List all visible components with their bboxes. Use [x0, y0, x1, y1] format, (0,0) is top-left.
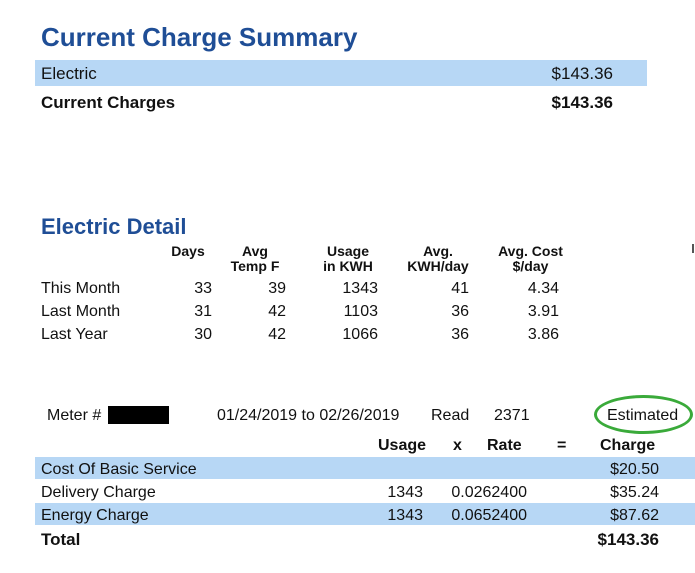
charge-row-rate: 0.0262400	[451, 484, 527, 501]
meter-label: Meter #	[47, 407, 102, 424]
detail-row-kwh-day: 41	[451, 280, 469, 297]
summary-current-charges-label: Current Charges	[41, 93, 176, 112]
meter-number-redaction	[108, 406, 169, 424]
summary-title: Current Charge Summary	[41, 22, 358, 52]
detail-row-temp: 42	[268, 326, 286, 343]
detail-header-temp: Avg Temp F	[230, 243, 280, 274]
estimated-highlight-oval	[594, 395, 693, 434]
detail-row-cost-day: 3.86	[527, 326, 559, 343]
charge-row-usage: 1343	[387, 507, 423, 524]
charge-row-usage: 1343	[387, 484, 423, 501]
charge-row-band	[35, 503, 695, 525]
cropped-column-edge	[692, 244, 694, 253]
charge-row-amount: $35.24	[610, 484, 659, 501]
detail-row-temp: 39	[268, 280, 286, 297]
detail-title: Electric Detail	[41, 214, 187, 239]
charge-row-band	[35, 457, 695, 479]
meter-read-label: Read	[431, 407, 470, 424]
detail-row-label: Last Year	[41, 326, 108, 343]
charge-row-label: Energy Charge	[41, 507, 149, 524]
detail-row-days: 33	[194, 280, 212, 297]
summary-current-charges-amount: $143.36	[551, 93, 613, 112]
summary-electric-amount: $143.36	[551, 64, 613, 83]
charge-row-rate: 0.0652400	[451, 507, 527, 524]
detail-row-cost-day: 3.91	[527, 303, 559, 320]
detail-header-usage: Usage in KWH	[323, 243, 373, 274]
summary-electric-label: Electric	[41, 64, 97, 83]
summary-electric-band	[35, 60, 647, 86]
charges-header-charge: Charge	[600, 437, 656, 454]
charges-header-x: x	[453, 437, 462, 454]
detail-row-days: 30	[194, 326, 212, 343]
detail-row-cost-day: 4.34	[527, 280, 559, 297]
detail-row-usage: 1343	[342, 280, 378, 297]
detail-row-label: This Month	[41, 280, 121, 297]
charge-row-amount: $87.62	[610, 507, 659, 524]
detail-row-usage: 1066	[342, 326, 378, 343]
detail-header-kwh-day: Avg. KWH/day	[407, 243, 469, 274]
charge-row-label: Cost Of Basic Service	[41, 461, 197, 478]
total-label: Total	[41, 530, 81, 549]
charges-header-equals: =	[557, 437, 567, 454]
detail-row-usage: 1103	[343, 303, 378, 320]
billing-period: 01/24/2019 to 02/26/2019	[217, 407, 400, 424]
total-amount: $143.36	[597, 530, 659, 549]
read-status-estimated: Estimated	[607, 407, 679, 424]
meter-read-value: 2371	[494, 407, 530, 424]
detail-row-temp: 42	[268, 303, 286, 320]
charges-header-rate: Rate	[487, 437, 522, 454]
charges-header-usage: Usage	[378, 437, 427, 454]
detail-row-kwh-day: 36	[451, 326, 469, 343]
charge-row-amount: $20.50	[610, 461, 659, 478]
detail-row-label: Last Month	[41, 303, 121, 320]
detail-row-days: 31	[194, 303, 212, 320]
detail-header-cost-day: Avg. Cost $/day	[498, 243, 563, 274]
charge-row-label: Delivery Charge	[41, 484, 156, 501]
detail-header-days: Days	[171, 243, 205, 259]
detail-row-kwh-day: 36	[451, 303, 469, 320]
